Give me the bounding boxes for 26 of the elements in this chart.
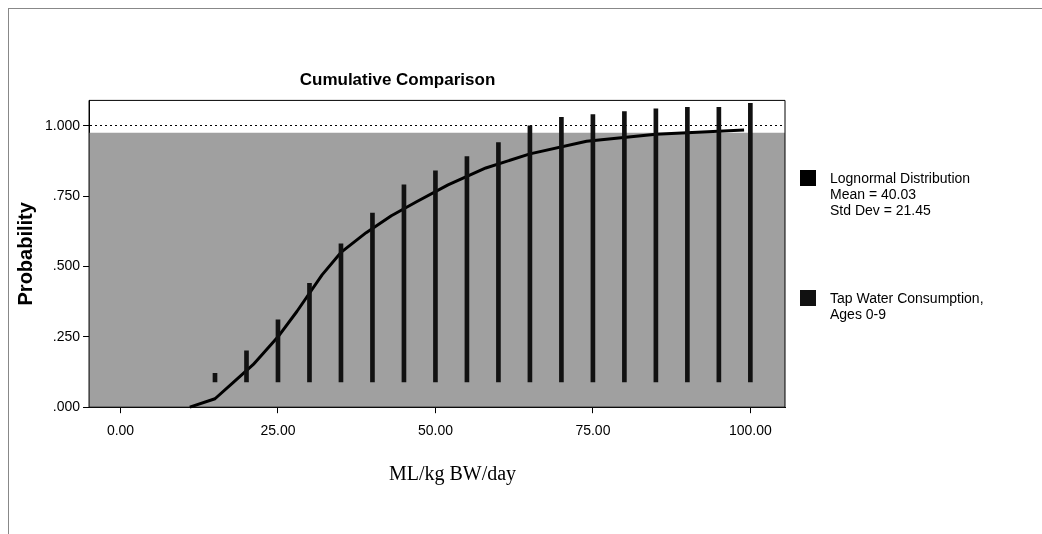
x-tick-label: 0.00 <box>106 422 135 439</box>
x-tick-label: 50.00 <box>417 422 454 439</box>
bar <box>244 350 249 383</box>
chart-title: Cumulative Comparison <box>299 69 496 89</box>
legend-label: Lognormal Distribution <box>830 170 972 186</box>
bar <box>433 170 438 383</box>
bar <box>559 116 564 383</box>
y-tick-label: .500 <box>52 257 81 274</box>
text: Mean = 40.03 <box>830 186 917 202</box>
bar <box>370 212 375 383</box>
x-tick-label: 75.00 <box>575 422 611 439</box>
x-axis-title: ML/kg BW/day <box>387 462 518 485</box>
text: Std Dev = 21.45 <box>830 202 932 218</box>
y-tick-label: .750 <box>52 186 81 203</box>
bar <box>496 142 501 383</box>
x-tick-label: 25.00 <box>260 422 296 439</box>
legend-label: Tap Water Consumption, Ages 0-9 <box>830 290 985 322</box>
y-tick-label: .000 <box>52 398 81 415</box>
y-tick-label: 1.000 <box>44 116 81 133</box>
y-tick-label: .250 <box>52 327 81 344</box>
bar <box>685 107 690 383</box>
bar <box>622 111 627 383</box>
bar <box>748 102 753 383</box>
x-tick-label: 100.00 <box>728 422 772 439</box>
bar <box>307 283 312 383</box>
y-axis-title: Probability <box>13 201 36 306</box>
